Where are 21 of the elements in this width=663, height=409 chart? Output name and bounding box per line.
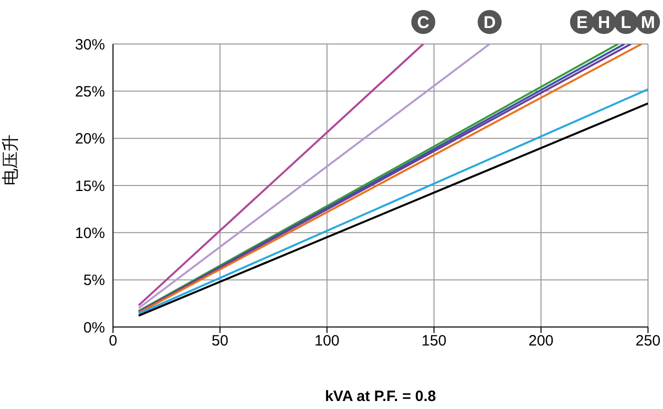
- x-tick-label: 200: [528, 332, 554, 350]
- x-axis-title: kVA at P.F. = 0.8: [324, 388, 436, 405]
- y-tick-label: 10%: [74, 224, 105, 242]
- y-tick-label: 5%: [83, 272, 105, 290]
- y-tick-label: 30%: [74, 36, 105, 54]
- series-label: C: [417, 13, 430, 32]
- series-label: D: [484, 13, 496, 32]
- x-tick-label: 150: [421, 332, 447, 350]
- x-tick-label: 100: [314, 332, 340, 350]
- series-label: E: [576, 13, 588, 32]
- y-tick-label: 25%: [74, 83, 105, 100]
- y-tick-label: 15%: [74, 178, 105, 195]
- series-label: H: [598, 13, 610, 32]
- series-label: L: [620, 13, 632, 32]
- y-axis-title: 电压升: [1, 134, 20, 186]
- y-tick-label: 20%: [74, 130, 105, 148]
- x-tick-label: 250: [635, 332, 661, 350]
- y-tick-label: 0%: [83, 319, 105, 336]
- x-tick-label: 50: [212, 332, 228, 350]
- x-tick-label: 0: [108, 332, 118, 350]
- series-label: M: [640, 13, 656, 32]
